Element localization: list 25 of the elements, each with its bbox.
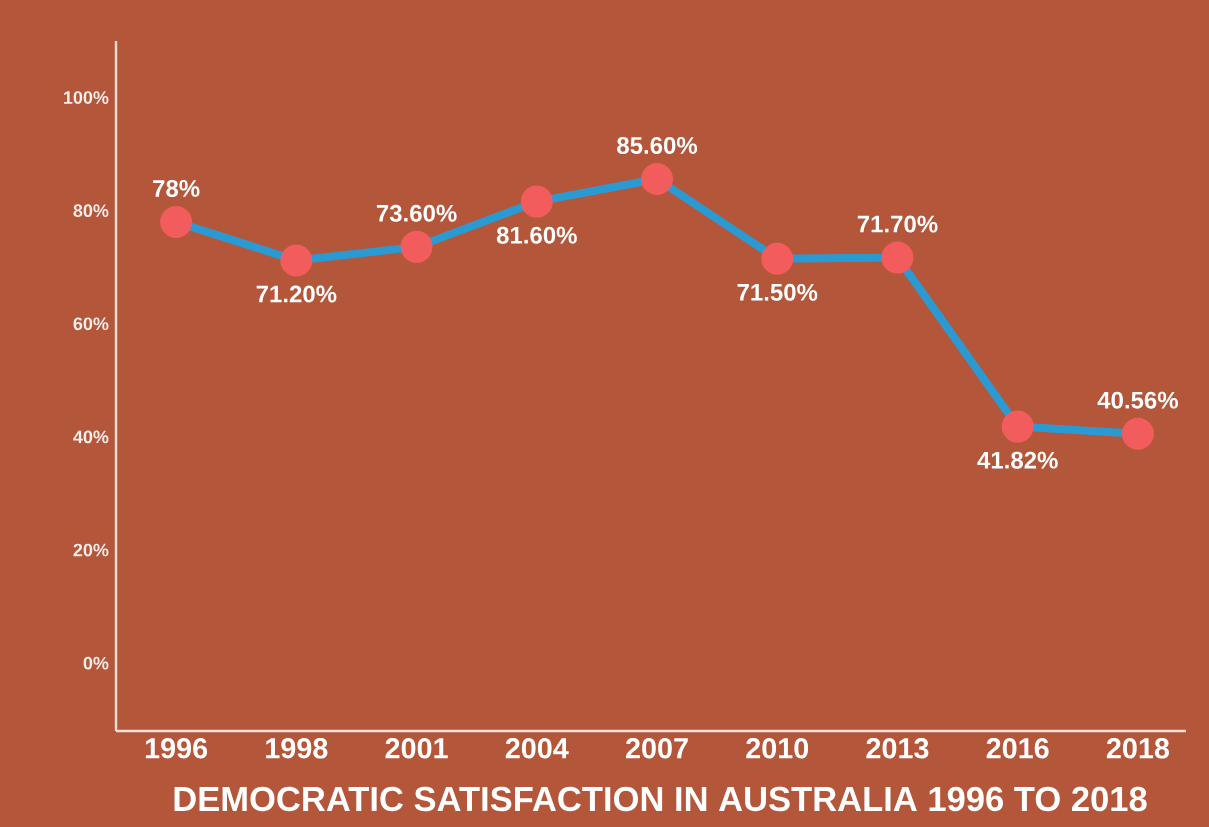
y-tick-label: 20%	[73, 543, 109, 557]
x-tick-label: 2013	[866, 738, 929, 759]
data-label: 78%	[153, 179, 200, 197]
y-tick-label: 100%	[64, 91, 109, 104]
data-label: 71.50%	[737, 283, 818, 301]
data-label: 71.70%	[857, 215, 938, 233]
text: DEMOCRATIC SATISFACTION IN AUSTRALIA 1996 TO 2018	[174, 786, 1147, 812]
x-tick-label: 2018	[1106, 738, 1170, 759]
y-tick-label: 40%	[73, 430, 109, 444]
data-label: 85.60%	[617, 136, 698, 154]
y-tick-label: 60%	[73, 317, 109, 331]
y-tick-label: 80%	[73, 204, 109, 218]
data-label: 71.20%	[256, 285, 337, 303]
data-label: 41.82%	[977, 451, 1058, 469]
y-tick-label: 0%	[83, 656, 109, 670]
x-tick-label: 2016	[986, 738, 1049, 759]
x-tick-label: 2004	[505, 738, 569, 759]
x-tick-label: 1996	[145, 738, 208, 759]
x-tick-label: 1998	[266, 738, 328, 759]
x-tick-label: 2010	[746, 738, 809, 759]
data-label: 81.60%	[496, 226, 577, 244]
x-tick-label: 2001	[385, 738, 448, 759]
x-tick-label: 2007	[625, 738, 688, 759]
data-label: 40.56%	[1097, 391, 1178, 409]
data-label: 73.60%	[376, 204, 457, 222]
